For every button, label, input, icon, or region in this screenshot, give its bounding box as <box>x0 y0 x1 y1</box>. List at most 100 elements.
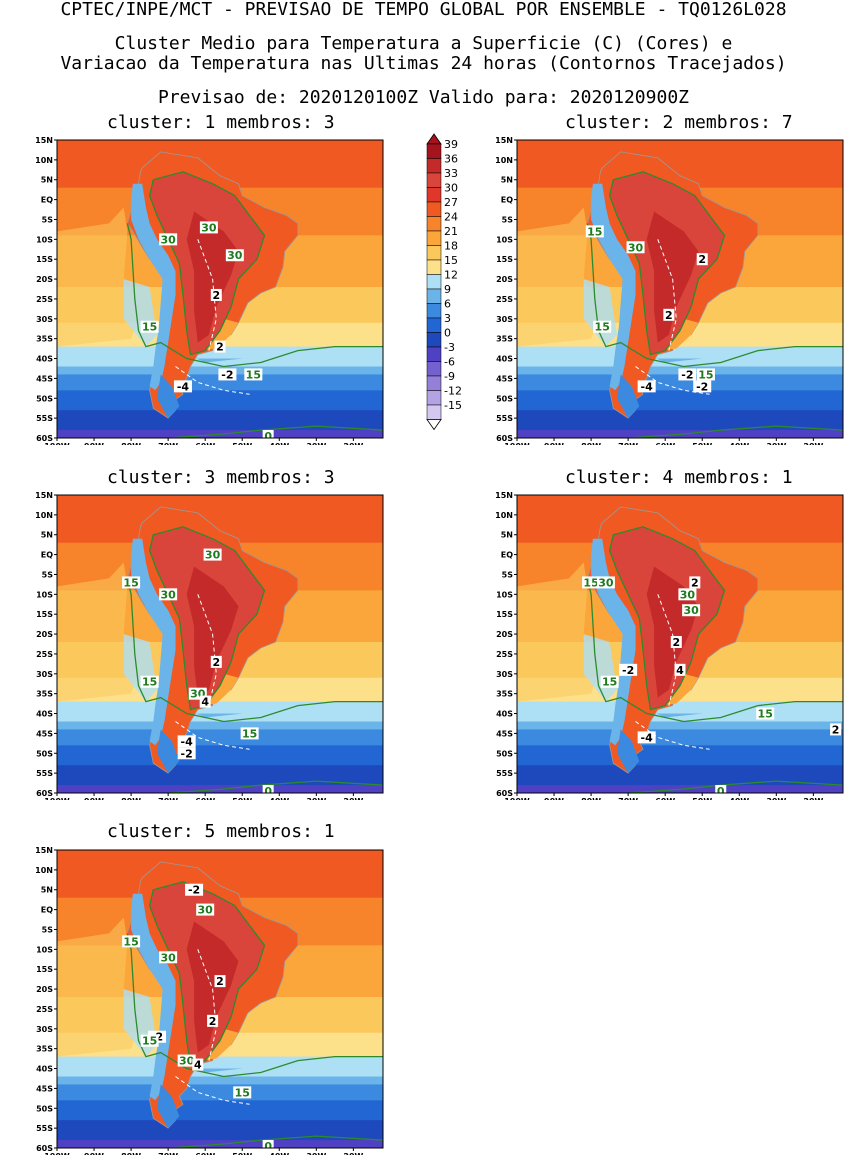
lat-label: 10S <box>496 590 513 599</box>
contour-label: 4 <box>194 1059 202 1072</box>
lat-label: 45S <box>496 729 513 738</box>
contour-label-box <box>756 707 775 720</box>
colorbar-swatch <box>426 303 442 319</box>
map-panel-1: 30 30 30 15 15 0 2 2 -4 -2 15N 10N 5N EQ 5S 10S 15S 20S 25… <box>35 136 384 445</box>
lat-label: 30S <box>496 315 513 324</box>
contour-label: 15 <box>142 1035 157 1048</box>
cold-water-region <box>517 342 843 367</box>
lat-label: 20S <box>496 275 513 284</box>
colorbar-label: 24 <box>444 211 458 224</box>
colorbar-label: 33 <box>444 167 458 180</box>
lat-label: 30S <box>36 1025 53 1034</box>
contour-label-box <box>244 368 263 381</box>
temperature-band <box>517 390 843 411</box>
hottest-region <box>186 211 239 343</box>
lat-label: 25S <box>36 650 53 659</box>
lon-label: 40W <box>269 442 289 445</box>
lat-label: 15N <box>35 846 53 855</box>
lon-label: 100W <box>504 797 530 800</box>
temperature-band <box>517 765 843 786</box>
andes-cold-region <box>591 538 636 746</box>
delta-temperature-contour <box>657 594 677 706</box>
colorbar-label: 3 <box>444 312 451 325</box>
lon-label: 80W <box>121 442 141 445</box>
contour-label-box <box>830 723 842 736</box>
colorbar-label: 9 <box>444 283 451 296</box>
lat-label: 25S <box>496 295 513 304</box>
contour-label-box <box>678 588 697 601</box>
lon-label: 70W <box>158 797 178 800</box>
contour-label: 2 <box>665 309 673 322</box>
colorbar-swatch <box>426 158 442 174</box>
lat-label: 15N <box>35 491 53 500</box>
map-frame <box>516 494 844 794</box>
lon-label: 40W <box>729 797 749 800</box>
colorbar-swatch <box>426 230 442 246</box>
contour-label: 2 <box>212 289 220 302</box>
lat-label: 45S <box>36 729 53 738</box>
contour-label: 2 <box>698 253 706 266</box>
contour-label-box <box>218 368 237 381</box>
patagonia-cold-region <box>617 729 640 774</box>
temperature-band <box>517 430 843 438</box>
contour-label-box <box>122 576 141 589</box>
contour-label-box <box>637 380 656 393</box>
contour-label: 0 <box>264 1140 272 1153</box>
contour-0c <box>610 780 843 793</box>
contour-label: -2 <box>181 747 193 760</box>
lon-label: 70W <box>158 442 178 445</box>
lat-label: 45S <box>496 374 513 383</box>
delta-temperature-contour <box>197 949 217 1061</box>
lat-label: 20S <box>496 630 513 639</box>
cold-water-region <box>57 342 383 367</box>
lon-label: 20W <box>343 442 363 445</box>
contour-label-box <box>678 368 697 381</box>
colorbar-swatch <box>426 390 442 406</box>
lon-label: 50W <box>692 442 712 445</box>
temperature-band <box>517 410 843 431</box>
lat-label: 35S <box>36 690 53 699</box>
temperature-band <box>517 729 843 746</box>
temperature-band <box>57 1140 383 1148</box>
lat-label: 50S <box>496 394 513 403</box>
temperature-band <box>517 785 843 793</box>
contour-label: -2 <box>622 664 634 677</box>
lon-label: 30W <box>766 797 786 800</box>
temperature-band <box>57 729 383 746</box>
lat-label: 10S <box>36 590 53 599</box>
lat-label: 30S <box>496 670 513 679</box>
lat-label: 10N <box>495 156 513 165</box>
delta-temperature-contour <box>197 594 217 706</box>
lat-label: 60S <box>36 434 53 443</box>
lon-label: 100W <box>44 797 70 800</box>
contour-label: 15 <box>142 321 157 334</box>
colorbar-label: -3 <box>444 341 455 354</box>
panel-5-title: cluster: 5 membros: 1 <box>107 821 335 842</box>
map-frame <box>56 849 384 1149</box>
contour-label-box <box>626 241 645 254</box>
andes-cold-region <box>131 893 176 1101</box>
lon-label: 20W <box>343 1152 363 1155</box>
andes-cold-region <box>131 183 176 391</box>
lat-label: 25S <box>36 295 53 304</box>
contour-label-box <box>140 675 159 688</box>
colorbar-swatch <box>426 361 442 377</box>
contour-label: 30 <box>160 588 176 601</box>
pacific-cool-region <box>57 562 139 702</box>
lat-label: 40S <box>36 355 53 364</box>
colorbar-swatch <box>426 288 442 304</box>
contour-label: 2 <box>212 656 220 669</box>
lat-label: 15N <box>495 491 513 500</box>
patagonia-cold-region <box>617 374 640 419</box>
contour-label: 15 <box>602 676 617 689</box>
colorbar-bottom-arrow <box>426 419 442 431</box>
colorbar-label: 15 <box>444 254 458 267</box>
lat-label: 5N <box>501 176 513 185</box>
contour-0c <box>150 780 383 793</box>
contour-label: 15 <box>123 576 138 589</box>
lat-label: 5S <box>42 570 54 579</box>
colorbar-swatch <box>426 201 442 217</box>
contour-label: -4 <box>641 731 654 744</box>
colorbar-label: -12 <box>444 385 462 398</box>
lat-label: 50S <box>36 749 53 758</box>
